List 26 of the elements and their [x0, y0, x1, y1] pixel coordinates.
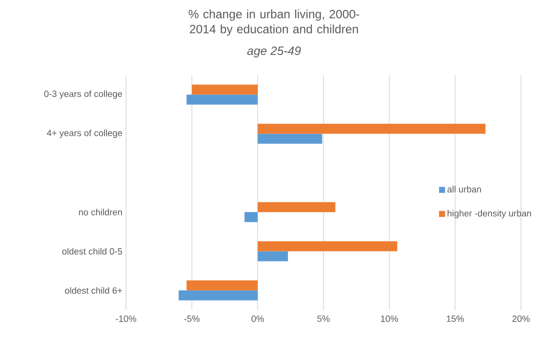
chart-subtitle: age 25-49 — [247, 46, 301, 58]
x-tick-label: 20% — [512, 316, 530, 322]
x-tick-label: 10% — [381, 316, 398, 322]
bar — [186, 280, 258, 290]
chart-title: % change in urban living, 2000-2014 by education and children — [188, 10, 360, 36]
legend-label: higher -density urban — [448, 210, 531, 218]
y-tick-label: no children — [79, 208, 122, 216]
y-tick-label: 4+ years of college — [46, 130, 122, 138]
x-tick-label: 0% — [252, 316, 264, 322]
x-tick-label: -5% — [184, 316, 200, 322]
legend-label: all urban — [447, 186, 481, 192]
bar — [178, 290, 258, 300]
y-tick-label: 0-3 years of college — [44, 90, 122, 99]
bar — [258, 251, 288, 262]
x-tick-label: 5% — [317, 316, 330, 322]
bar — [192, 84, 258, 95]
bar — [258, 241, 398, 252]
bar — [244, 212, 258, 222]
bar — [258, 134, 322, 144]
bar — [258, 124, 486, 134]
bar — [258, 202, 336, 212]
y-tick-label: oldest child 0-5 — [62, 248, 122, 255]
y-tick-label: oldest child 6+ — [65, 287, 122, 294]
x-tick-label: -10% — [116, 316, 136, 322]
x-tick-label: 15% — [446, 316, 464, 322]
bar — [186, 94, 258, 105]
